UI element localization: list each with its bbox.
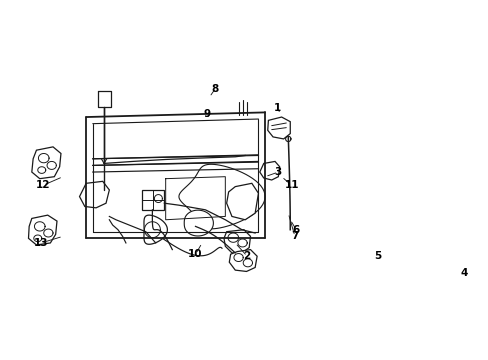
- Text: 5: 5: [373, 251, 381, 261]
- Text: 13: 13: [34, 238, 48, 248]
- Text: 2: 2: [243, 251, 250, 261]
- Text: 1: 1: [273, 103, 280, 113]
- Polygon shape: [184, 210, 213, 236]
- Text: 8: 8: [211, 84, 219, 94]
- Text: 3: 3: [274, 167, 282, 177]
- Polygon shape: [259, 161, 279, 180]
- Text: 12: 12: [36, 180, 50, 190]
- Polygon shape: [143, 215, 167, 244]
- Text: 6: 6: [292, 225, 299, 235]
- Polygon shape: [267, 117, 290, 139]
- Text: 10: 10: [188, 249, 203, 259]
- Text: 9: 9: [203, 109, 210, 119]
- Polygon shape: [224, 230, 250, 253]
- Polygon shape: [179, 164, 264, 229]
- Polygon shape: [142, 190, 164, 210]
- Polygon shape: [229, 249, 257, 271]
- Text: 4: 4: [459, 268, 467, 278]
- Polygon shape: [28, 215, 57, 245]
- Text: 7: 7: [291, 231, 298, 241]
- Polygon shape: [80, 181, 109, 208]
- Polygon shape: [226, 183, 258, 220]
- Polygon shape: [32, 147, 61, 179]
- Text: 11: 11: [284, 180, 298, 190]
